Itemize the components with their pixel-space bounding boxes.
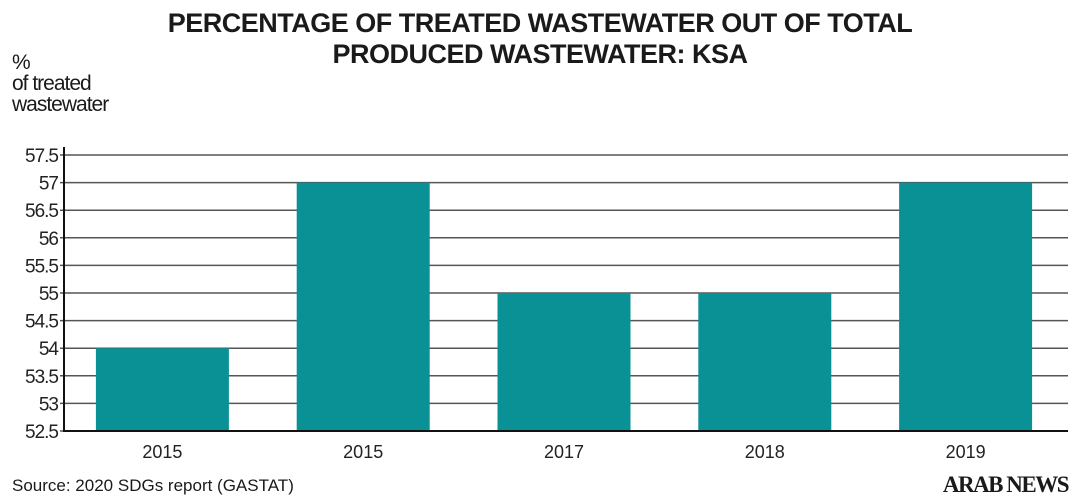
y-tick-label: 57 bbox=[39, 174, 59, 195]
x-tick-label: 2017 bbox=[544, 442, 584, 462]
y-label-line: % bbox=[12, 51, 31, 74]
y-tick-label: 55.5 bbox=[25, 256, 58, 277]
y-tick-label: 56.5 bbox=[25, 201, 58, 222]
title-line-2: PRODUCED WASTEWATER: KSA bbox=[332, 39, 748, 69]
bar bbox=[497, 293, 631, 431]
y-tick-label: 53.5 bbox=[25, 367, 58, 388]
y-label-line: of treated bbox=[12, 72, 92, 95]
y-tick-label: 53 bbox=[39, 394, 59, 415]
y-axis-label: % of treated wastewater bbox=[12, 51, 109, 116]
y-tick-label: 54.5 bbox=[25, 312, 58, 333]
bar bbox=[95, 348, 229, 431]
chart-title: PERCENTAGE OF TREATED WASTEWATER OUT OF … bbox=[0, 8, 1080, 70]
x-tick-label: 2018 bbox=[745, 442, 785, 462]
x-tick-label: 2015 bbox=[142, 442, 182, 462]
x-tick-label: 2015 bbox=[343, 442, 383, 462]
source-note: Source: 2020 SDGs report (GASTAT) bbox=[12, 476, 294, 495]
y-label-line: wastewater bbox=[12, 93, 109, 116]
y-tick-label: 52.5 bbox=[25, 422, 58, 443]
y-tick-label: 54 bbox=[39, 339, 60, 360]
bar bbox=[698, 293, 832, 431]
y-tick-label: 57.5 bbox=[25, 146, 58, 167]
title-line-1: PERCENTAGE OF TREATED WASTEWATER OUT OF … bbox=[167, 8, 913, 38]
y-tick-label: 55 bbox=[39, 284, 59, 305]
y-tick-label: 56 bbox=[39, 229, 59, 250]
x-tick-label: 2019 bbox=[946, 442, 986, 462]
bar bbox=[899, 182, 1033, 431]
arab-news-logo: ARAB NEWS bbox=[942, 472, 1070, 497]
bar bbox=[296, 182, 430, 431]
